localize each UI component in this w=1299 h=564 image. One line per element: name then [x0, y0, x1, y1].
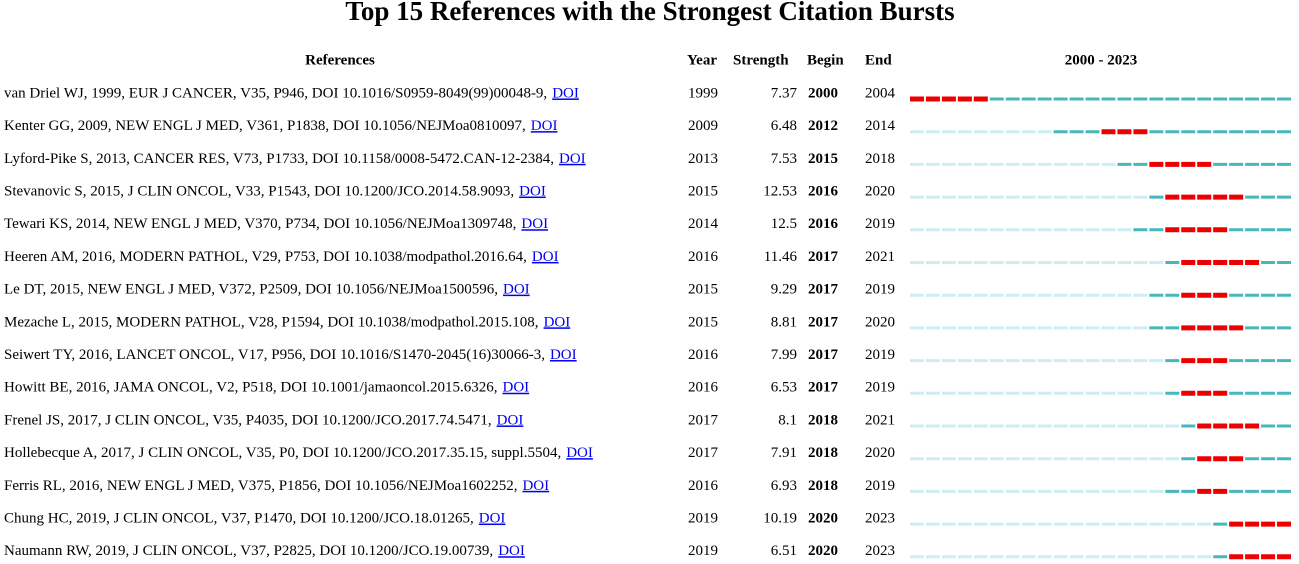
year: 2016 [688, 347, 719, 363]
doi-link[interactable]: DOI [531, 118, 558, 134]
reference: Kenter GG, 2009, NEW ENGL J MED, V361, P… [4, 118, 526, 134]
column-header: Year [687, 52, 717, 68]
strength: 10.19 [763, 511, 797, 527]
doi-link[interactable]: DOI [552, 85, 579, 101]
strength: 6.53 [771, 380, 797, 396]
end: 2020 [865, 445, 895, 461]
begin: 2016 [808, 216, 839, 232]
strength: 7.99 [771, 347, 797, 363]
column-header: End [865, 52, 892, 68]
begin: 2017 [808, 314, 839, 330]
begin: 2018 [808, 478, 838, 494]
title: Top 15 References with the Strongest Cit… [345, 0, 954, 26]
year: 2019 [688, 511, 718, 527]
reference: Heeren AM, 2016, MODERN PATHOL, V29, P75… [4, 249, 527, 265]
year: 2016 [688, 478, 719, 494]
doi-link[interactable]: DOI [566, 445, 593, 461]
timeline-header: 2000 - 2023 [1065, 52, 1138, 68]
year: 2015 [688, 184, 718, 200]
doi-link[interactable]: DOI [497, 412, 524, 428]
begin: 2017 [808, 347, 839, 363]
begin: 2000 [808, 85, 838, 101]
year: 2015 [688, 314, 718, 330]
year: 2019 [688, 543, 718, 559]
year: 2009 [688, 118, 718, 134]
doi-link[interactable]: DOI [521, 216, 548, 232]
end: 2021 [865, 412, 895, 428]
strength: 7.37 [771, 85, 798, 101]
end: 2019 [865, 380, 895, 396]
begin: 2017 [808, 282, 839, 298]
strength: 9.29 [771, 282, 797, 298]
reference: Lyford-Pike S, 2013, CANCER RES, V73, P1… [4, 151, 554, 167]
reference: Ferris RL, 2016, NEW ENGL J MED, V375, P… [4, 478, 517, 494]
begin: 2016 [808, 184, 839, 200]
reference: Naumann RW, 2019, J CLIN ONCOL, V37, P28… [4, 543, 493, 559]
column-header: Begin [807, 52, 844, 68]
doi-link[interactable]: DOI [502, 380, 529, 396]
year: 2016 [688, 380, 719, 396]
doi-link[interactable]: DOI [519, 184, 546, 200]
year: 2014 [688, 216, 719, 232]
end: 2019 [865, 216, 895, 232]
doi-link[interactable]: DOI [498, 543, 525, 559]
reference: Hollebecque A, 2017, J CLIN ONCOL, V35, … [4, 445, 561, 461]
year: 1999 [688, 85, 718, 101]
doi-link[interactable]: DOI [550, 347, 577, 363]
end: 2020 [865, 314, 895, 330]
column-header: References [305, 52, 375, 68]
reference: Seiwert TY, 2016, LANCET ONCOL, V17, P95… [4, 347, 545, 363]
begin: 2020 [808, 543, 838, 559]
end: 2019 [865, 347, 895, 363]
end: 2023 [865, 511, 895, 527]
year: 2017 [688, 412, 719, 428]
reference: Stevanovic S, 2015, J CLIN ONCOL, V33, P… [4, 184, 514, 200]
reference: Frenel JS, 2017, J CLIN ONCOL, V35, P403… [4, 412, 492, 428]
strength: 7.91 [771, 445, 797, 461]
strength: 12.5 [771, 216, 797, 232]
end: 2014 [865, 118, 896, 134]
strength: 6.48 [771, 118, 797, 134]
end: 2020 [865, 184, 895, 200]
reference: Tewari KS, 2014, NEW ENGL J MED, V370, P… [4, 216, 516, 232]
end: 2018 [865, 151, 895, 167]
doi-link[interactable]: DOI [544, 314, 571, 330]
strength: 7.53 [771, 151, 797, 167]
year: 2016 [688, 249, 719, 265]
begin: 2012 [808, 118, 838, 134]
begin: 2017 [808, 249, 839, 265]
strength: 11.46 [764, 249, 798, 265]
begin: 2015 [808, 151, 838, 167]
doi-link[interactable]: DOI [522, 478, 549, 494]
strength: 12.53 [763, 184, 797, 200]
strength: 6.51 [771, 543, 797, 559]
strength: 8.81 [771, 314, 797, 330]
end: 2023 [865, 543, 895, 559]
reference: Chung HC, 2019, J CLIN ONCOL, V37, P1470… [4, 511, 474, 527]
doi-link[interactable]: DOI [559, 151, 586, 167]
column-header: Strength [733, 52, 789, 68]
end: 2004 [865, 85, 896, 101]
end: 2021 [865, 249, 895, 265]
end: 2019 [865, 282, 895, 298]
begin: 2018 [808, 412, 838, 428]
strength: 6.93 [771, 478, 797, 494]
begin: 2020 [808, 511, 838, 527]
begin: 2017 [808, 380, 839, 396]
end: 2019 [865, 478, 895, 494]
year: 2017 [688, 445, 719, 461]
reference: Mezache L, 2015, MODERN PATHOL, V28, P15… [4, 314, 539, 330]
begin: 2018 [808, 445, 838, 461]
reference: van Driel WJ, 1999, EUR J CANCER, V35, P… [4, 85, 547, 101]
doi-link[interactable]: DOI [503, 282, 530, 298]
year: 2013 [688, 151, 718, 167]
doi-link[interactable]: DOI [479, 511, 506, 527]
year: 2015 [688, 282, 718, 298]
doi-link[interactable]: DOI [532, 249, 559, 265]
strength: 8.1 [778, 412, 797, 428]
reference: Howitt BE, 2016, JAMA ONCOL, V2, P518, D… [4, 380, 497, 396]
reference: Le DT, 2015, NEW ENGL J MED, V372, P2509… [4, 282, 498, 298]
